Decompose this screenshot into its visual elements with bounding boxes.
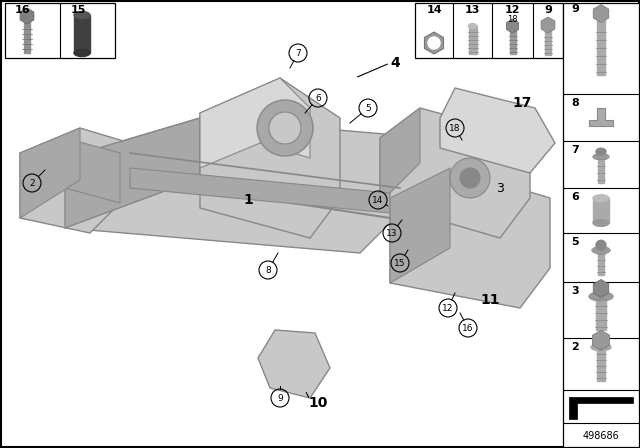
Text: 17: 17: [512, 96, 532, 110]
Bar: [545, 27, 551, 55]
Text: 9: 9: [277, 393, 283, 402]
Text: 10: 10: [308, 396, 328, 410]
Circle shape: [257, 100, 313, 156]
Text: 16: 16: [462, 323, 474, 332]
Ellipse shape: [589, 292, 613, 301]
Ellipse shape: [593, 195, 609, 202]
Circle shape: [428, 37, 440, 49]
Text: 3: 3: [571, 286, 579, 296]
Bar: [509, 28, 515, 54]
Bar: [593, 198, 609, 223]
Bar: [597, 20, 605, 74]
Polygon shape: [390, 168, 550, 308]
Polygon shape: [65, 118, 430, 253]
Polygon shape: [20, 128, 80, 218]
Bar: [24, 21, 30, 53]
Bar: [563, 3, 639, 447]
Bar: [74, 15, 90, 53]
Polygon shape: [200, 78, 310, 168]
Circle shape: [596, 240, 606, 250]
Circle shape: [269, 112, 301, 144]
Text: 15: 15: [70, 5, 86, 15]
Bar: [598, 157, 604, 183]
Text: 11: 11: [480, 293, 500, 307]
Ellipse shape: [468, 23, 477, 29]
Text: 5: 5: [365, 103, 371, 112]
Text: 18: 18: [507, 14, 518, 23]
Polygon shape: [65, 118, 200, 228]
Text: 16: 16: [15, 5, 31, 15]
Text: 1: 1: [243, 193, 253, 207]
Ellipse shape: [596, 148, 606, 155]
Polygon shape: [65, 138, 120, 203]
Text: 12: 12: [442, 303, 454, 313]
Polygon shape: [390, 168, 450, 283]
Text: 4: 4: [390, 56, 400, 70]
Text: 2: 2: [571, 342, 579, 352]
Polygon shape: [380, 108, 420, 203]
Text: 498686: 498686: [582, 431, 620, 441]
Ellipse shape: [74, 49, 90, 56]
Text: 13: 13: [465, 5, 480, 15]
Text: 6: 6: [571, 192, 579, 202]
Circle shape: [450, 158, 490, 198]
Text: 2: 2: [29, 178, 35, 188]
Text: 14: 14: [426, 5, 442, 15]
Text: 5: 5: [571, 237, 579, 247]
Polygon shape: [569, 396, 633, 419]
Text: 13: 13: [387, 228, 397, 237]
Polygon shape: [20, 128, 130, 233]
Polygon shape: [258, 330, 330, 398]
Polygon shape: [130, 168, 390, 213]
Circle shape: [460, 168, 480, 188]
Text: 6: 6: [315, 94, 321, 103]
Polygon shape: [589, 108, 613, 125]
Text: 15: 15: [394, 258, 406, 267]
Text: 8: 8: [571, 98, 579, 108]
Ellipse shape: [74, 12, 90, 18]
Polygon shape: [380, 108, 530, 238]
Text: 7: 7: [571, 145, 579, 155]
Text: 9: 9: [571, 4, 579, 14]
Text: 18: 18: [449, 124, 461, 133]
Bar: [415, 3, 563, 58]
Ellipse shape: [593, 154, 609, 159]
Ellipse shape: [591, 344, 611, 351]
Text: 9: 9: [544, 5, 552, 15]
Polygon shape: [440, 88, 555, 173]
Bar: [5, 3, 115, 58]
Text: 12: 12: [505, 5, 520, 15]
Text: 14: 14: [372, 195, 384, 204]
Ellipse shape: [592, 247, 610, 254]
Bar: [596, 297, 606, 330]
Polygon shape: [200, 78, 340, 238]
Bar: [598, 250, 604, 275]
Ellipse shape: [593, 220, 609, 226]
Text: 3: 3: [496, 181, 504, 194]
Text: 7: 7: [295, 48, 301, 57]
Text: 8: 8: [265, 266, 271, 275]
Bar: [597, 347, 605, 381]
Bar: [468, 26, 477, 54]
